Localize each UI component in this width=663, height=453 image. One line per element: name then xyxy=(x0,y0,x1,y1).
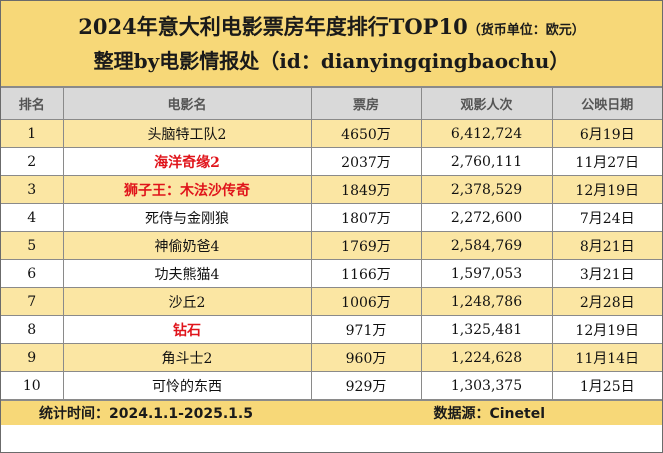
cell-admissions: 2,378,529 xyxy=(420,175,553,204)
header-admissions: 观影人次 xyxy=(420,87,553,120)
cell-movie-name: 头脑特工队2 xyxy=(62,119,312,148)
statistics-period: 统计时间：2024.1.1-2025.1.5 xyxy=(39,406,253,422)
cell-release-date: 2月28日 xyxy=(551,287,662,316)
cell-rank: 3 xyxy=(1,175,64,204)
cell-gross: 960万 xyxy=(310,343,422,372)
header-gross: 票房 xyxy=(310,87,422,120)
cell-rank: 7 xyxy=(1,287,64,316)
cell-rank: 2 xyxy=(1,147,64,176)
cell-admissions: 2,272,600 xyxy=(420,203,553,232)
cell-release-date: 6月19日 xyxy=(551,119,662,148)
cell-rank: 10 xyxy=(1,371,64,400)
cell-rank: 5 xyxy=(1,231,64,260)
title-main: 2024年意大利电影票房年度排行TOP10 xyxy=(78,13,468,39)
table-row: 7 沙丘2 1006万 1,248,786 2月28日 xyxy=(1,287,662,316)
cell-release-date: 8月21日 xyxy=(551,231,662,260)
page-title: 2024年意大利电影票房年度排行TOP10（货币单位：欧元） xyxy=(78,12,584,46)
title-block: 2024年意大利电影票房年度排行TOP10（货币单位：欧元） 整理by电影情报处… xyxy=(1,1,662,87)
data-source: 数据源：Cinetel xyxy=(433,406,545,422)
cell-rank: 6 xyxy=(1,259,64,288)
cell-release-date: 11月27日 xyxy=(551,147,662,176)
cell-movie-name: 角斗士2 xyxy=(62,343,312,372)
cell-release-date: 12月19日 xyxy=(551,175,662,204)
cell-gross: 2037万 xyxy=(310,147,422,176)
header-rank: 排名 xyxy=(1,87,64,120)
cell-movie-name: 神偷奶爸4 xyxy=(62,231,312,260)
cell-movie-name: 沙丘2 xyxy=(62,287,312,316)
cell-admissions: 1,325,481 xyxy=(420,315,553,344)
cell-movie-name: 狮子王：木法沙传奇 xyxy=(62,175,312,204)
table-row: 9 角斗士2 960万 1,224,628 11月14日 xyxy=(1,343,662,372)
cell-admissions: 1,597,053 xyxy=(420,259,553,288)
cell-movie-name: 死侍与金刚狼 xyxy=(62,203,312,232)
table-row: 4 死侍与金刚狼 1807万 2,272,600 7月24日 xyxy=(1,203,662,232)
cell-rank: 1 xyxy=(1,119,64,148)
cell-rank: 8 xyxy=(1,315,64,344)
currency-unit-note: （货币单位：欧元） xyxy=(467,22,585,38)
table-row: 10 可怜的东西 929万 1,303,375 1月25日 xyxy=(1,371,662,400)
page-subtitle: 整理by电影情报处（id：dianyingqingbaochu） xyxy=(93,48,570,73)
cell-release-date: 11月14日 xyxy=(551,343,662,372)
cell-release-date: 3月21日 xyxy=(551,259,662,288)
table-row: 2 海洋奇缘2 2037万 2,760,111 11月27日 xyxy=(1,147,662,176)
cell-gross: 1807万 xyxy=(310,203,422,232)
cell-gross: 1006万 xyxy=(310,287,422,316)
cell-release-date: 7月24日 xyxy=(551,203,662,232)
cell-admissions: 2,760,111 xyxy=(420,147,553,176)
table-row: 5 神偷奶爸4 1769万 2,584,769 8月21日 xyxy=(1,231,662,260)
cell-admissions: 1,303,375 xyxy=(420,371,553,400)
cell-admissions: 1,224,628 xyxy=(420,343,553,372)
table-row: 6 功夫熊猫4 1166万 1,597,053 3月21日 xyxy=(1,259,662,288)
cell-admissions: 1,248,786 xyxy=(420,287,553,316)
cell-release-date: 1月25日 xyxy=(551,371,662,400)
cell-rank: 4 xyxy=(1,203,64,232)
header-release-date: 公映日期 xyxy=(551,87,662,120)
table-body: 1 头脑特工队2 4650万 6,412,724 6月19日 2 海洋奇缘2 2… xyxy=(1,119,662,400)
cell-gross: 971万 xyxy=(310,315,422,344)
cell-movie-name: 海洋奇缘2 xyxy=(62,147,312,176)
table-row: 1 头脑特工队2 4650万 6,412,724 6月19日 xyxy=(1,119,662,148)
cell-gross: 1769万 xyxy=(310,231,422,260)
cell-admissions: 2,584,769 xyxy=(420,231,553,260)
table-header-row: 排名 电影名 票房 观影人次 公映日期 xyxy=(1,87,662,120)
cell-movie-name: 功夫熊猫4 xyxy=(62,259,312,288)
cell-gross: 1849万 xyxy=(310,175,422,204)
table-row: 3 狮子王：木法沙传奇 1849万 2,378,529 12月19日 xyxy=(1,175,662,204)
cell-movie-name: 可怜的东西 xyxy=(62,371,312,400)
cell-movie-name: 钻石 xyxy=(62,315,312,344)
cell-rank: 9 xyxy=(1,343,64,372)
cell-gross: 1166万 xyxy=(310,259,422,288)
cell-gross: 929万 xyxy=(310,371,422,400)
footer-bar: 统计时间：2024.1.1-2025.1.5 数据源：Cinetel xyxy=(1,400,662,425)
table-row: 8 钻石 971万 1,325,481 12月19日 xyxy=(1,315,662,344)
cell-gross: 4650万 xyxy=(310,119,422,148)
cell-admissions: 6,412,724 xyxy=(420,119,553,148)
header-movie-name: 电影名 xyxy=(62,87,312,120)
ranking-table: 排名 电影名 票房 观影人次 公映日期 1 头脑特工队2 4650万 6,412… xyxy=(1,87,662,400)
cell-release-date: 12月19日 xyxy=(551,315,662,344)
